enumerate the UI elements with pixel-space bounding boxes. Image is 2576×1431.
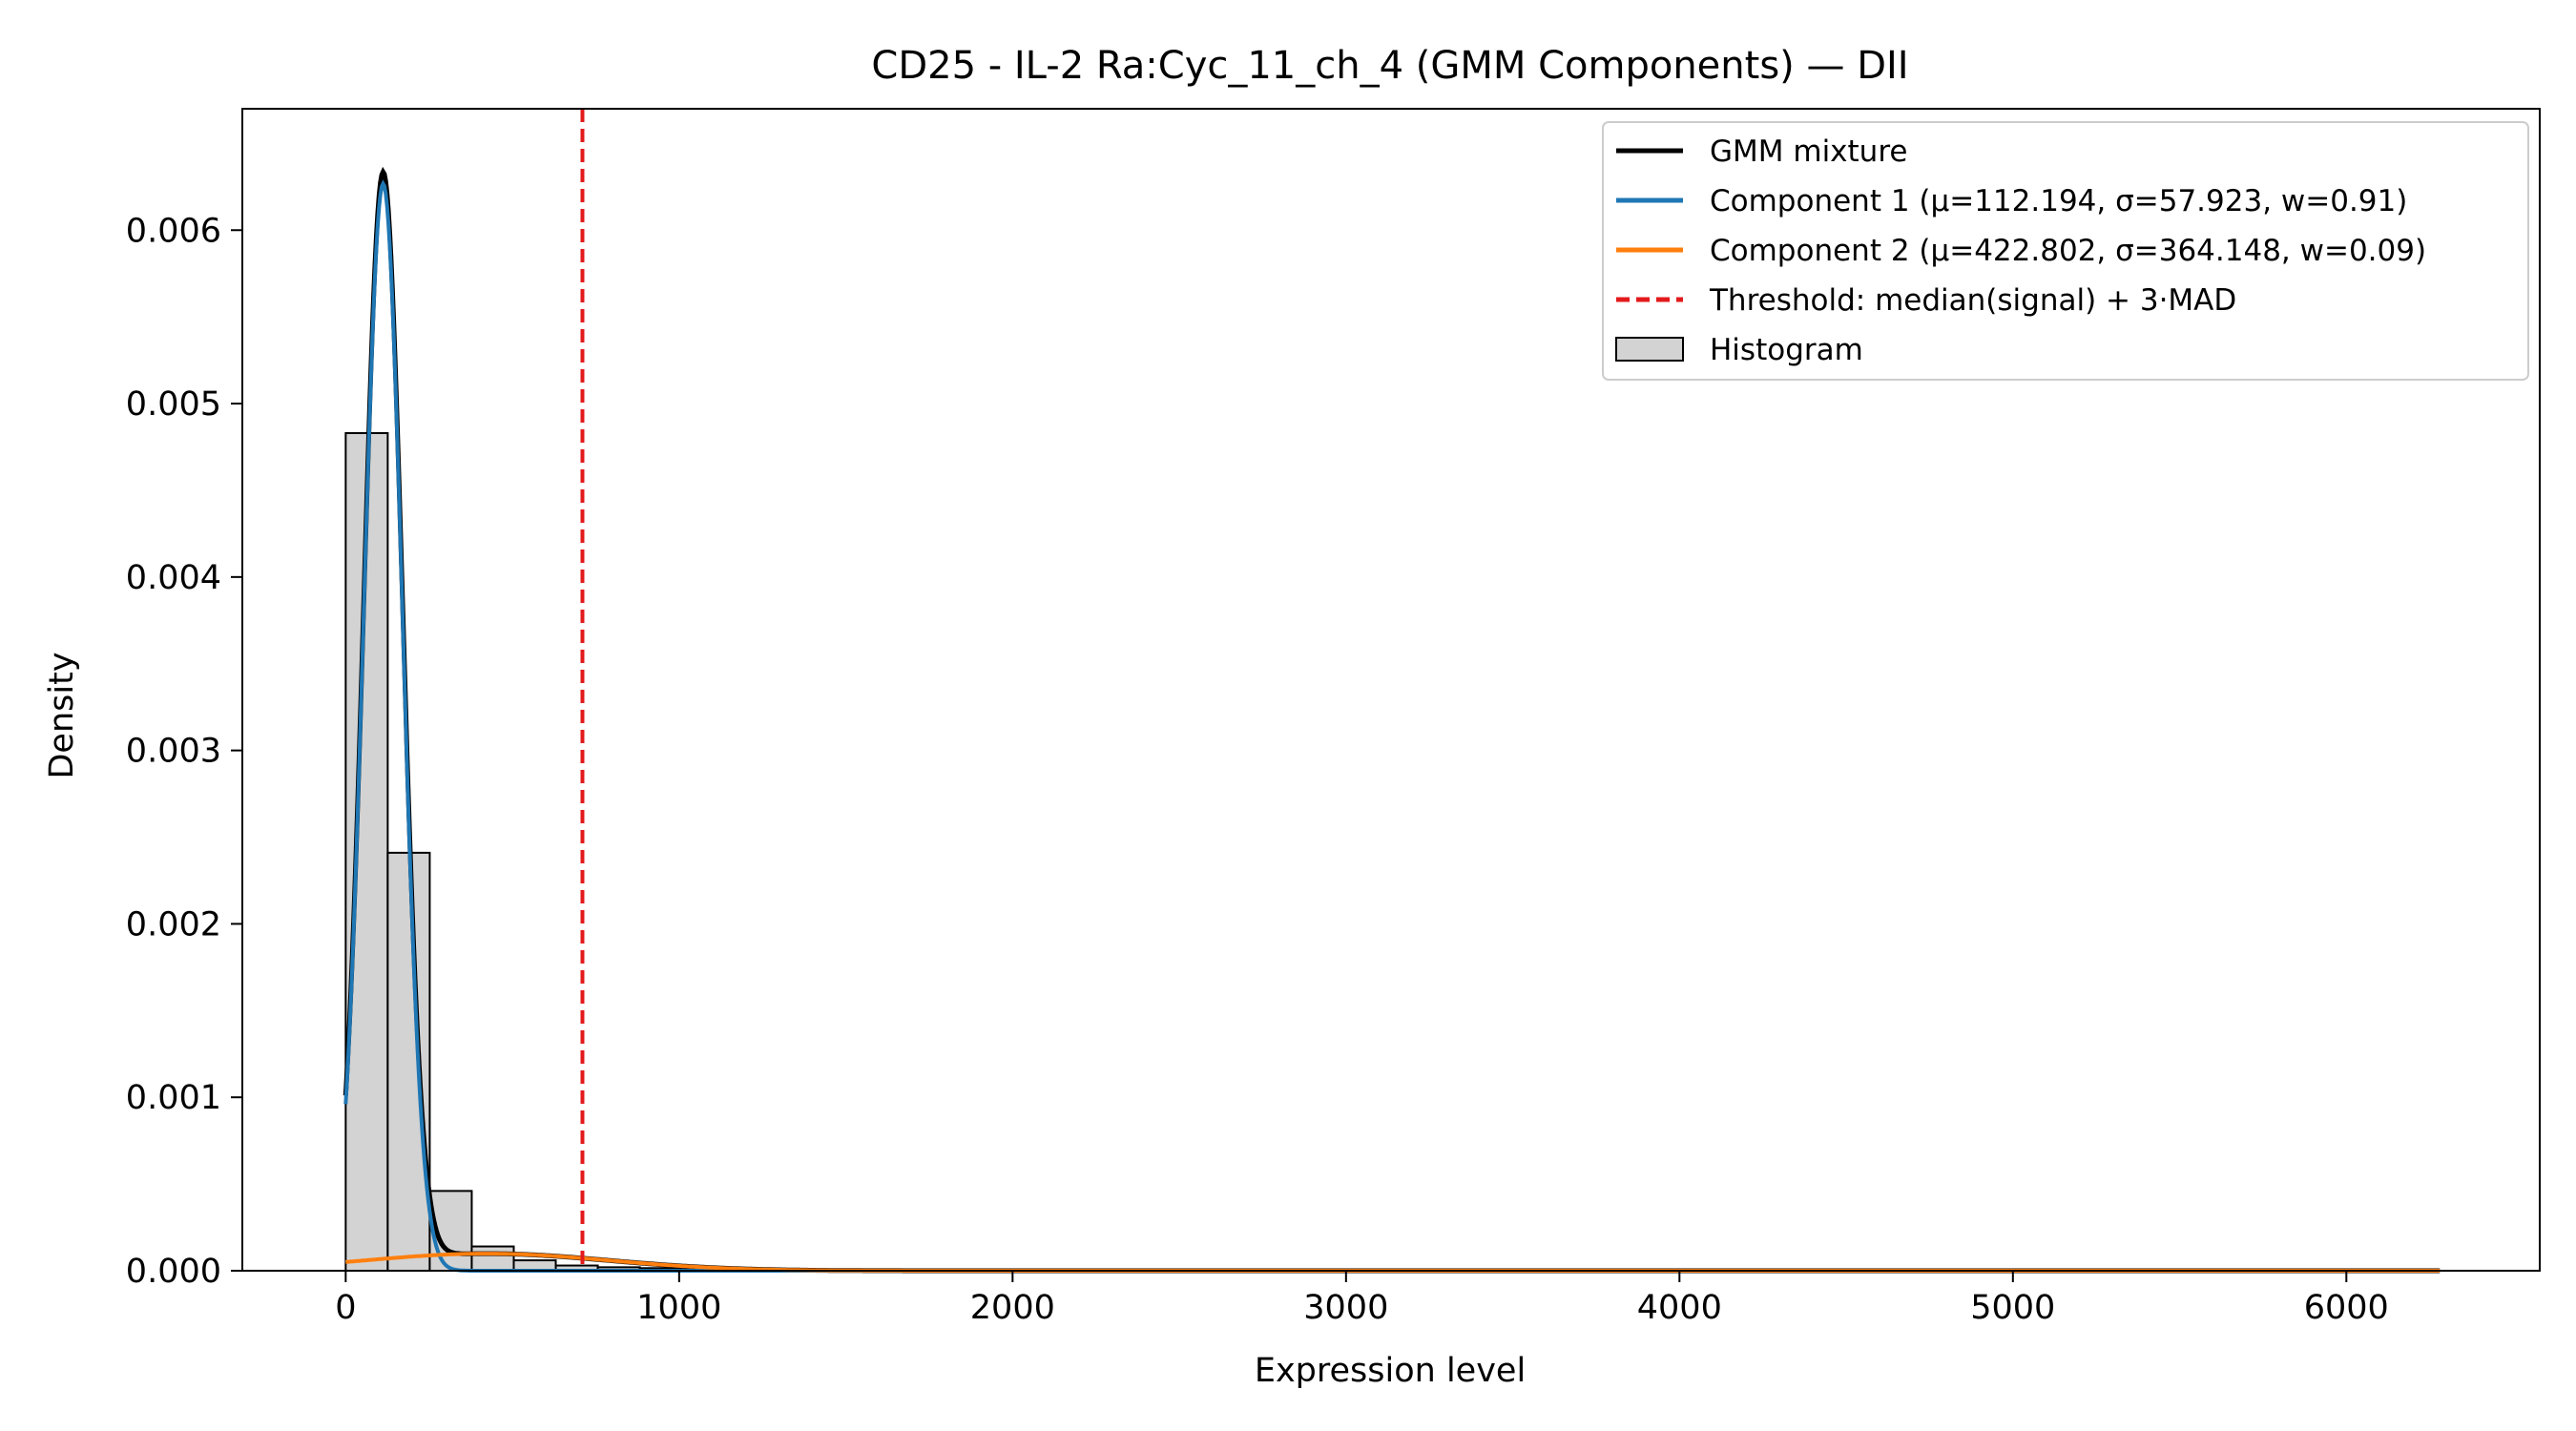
x-tick-label: 5000 [1970, 1289, 2055, 1327]
legend-box [1602, 121, 2529, 381]
plot-frame [241, 108, 2541, 1272]
x-tick-label: 1000 [636, 1289, 721, 1327]
x-tick-label: 0 [335, 1289, 356, 1327]
y-tick-label: 0.005 [126, 385, 221, 424]
histogram-bar [386, 851, 431, 1273]
y-tick-label: 0.002 [126, 905, 221, 944]
y-tick-label: 0.006 [126, 212, 221, 250]
legend-item-component-2-label: Component 2 (μ=422.802, σ=364.148, w=0.0… [1710, 234, 2426, 268]
y-tick-label: 0.000 [126, 1253, 221, 1291]
histogram-bar [470, 1245, 515, 1272]
legend-item-gmm-mixture-label: GMM mixture [1710, 135, 1907, 169]
chart-title: CD25 - IL-2 Ra:Cyc_11_ch_4 (GMM Componen… [871, 44, 1908, 88]
legend-item-component-1: Component 1 (μ=112.194, σ=57.923, w=0.91… [1616, 184, 2407, 218]
x-axis-label: Expression level [1255, 1352, 1526, 1390]
y-tick-label: 0.003 [126, 733, 221, 771]
legend-item-histogram-swatch [1615, 337, 1684, 362]
legend-item-gmm-mixture: GMM mixture [1616, 135, 1907, 169]
legend-item-component-1-label: Component 1 (μ=112.194, σ=57.923, w=0.91… [1710, 184, 2407, 218]
x-tick-label: 6000 [2304, 1289, 2389, 1327]
y-axis-label: Density [43, 652, 81, 778]
legend-item-histogram: Histogram [1615, 333, 1863, 367]
y-tick-label: 0.004 [126, 559, 221, 597]
legend-item-histogram-label: Histogram [1710, 333, 1863, 367]
plot-area: 0 1000 2000 3000 4000 5000 6000 0.000 0.001 0.002… [126, 108, 2541, 1327]
x-tick-label: 3000 [1303, 1289, 1388, 1327]
legend-item-threshold-label: Threshold: median(signal) + 3·MAD [1709, 283, 2236, 318]
legend-item-component-2: Component 2 (μ=422.802, σ=364.148, w=0.0… [1616, 234, 2426, 268]
x-tick-label: 2000 [970, 1289, 1055, 1327]
legend-item-threshold: Threshold: median(signal) + 3·MAD [1616, 283, 2236, 318]
legend: GMM mixture Component 1 (μ=112.194, σ=57.… [1602, 121, 2529, 381]
x-tick-label: 4000 [1637, 1289, 1722, 1327]
y-tick-label: 0.001 [126, 1079, 221, 1117]
